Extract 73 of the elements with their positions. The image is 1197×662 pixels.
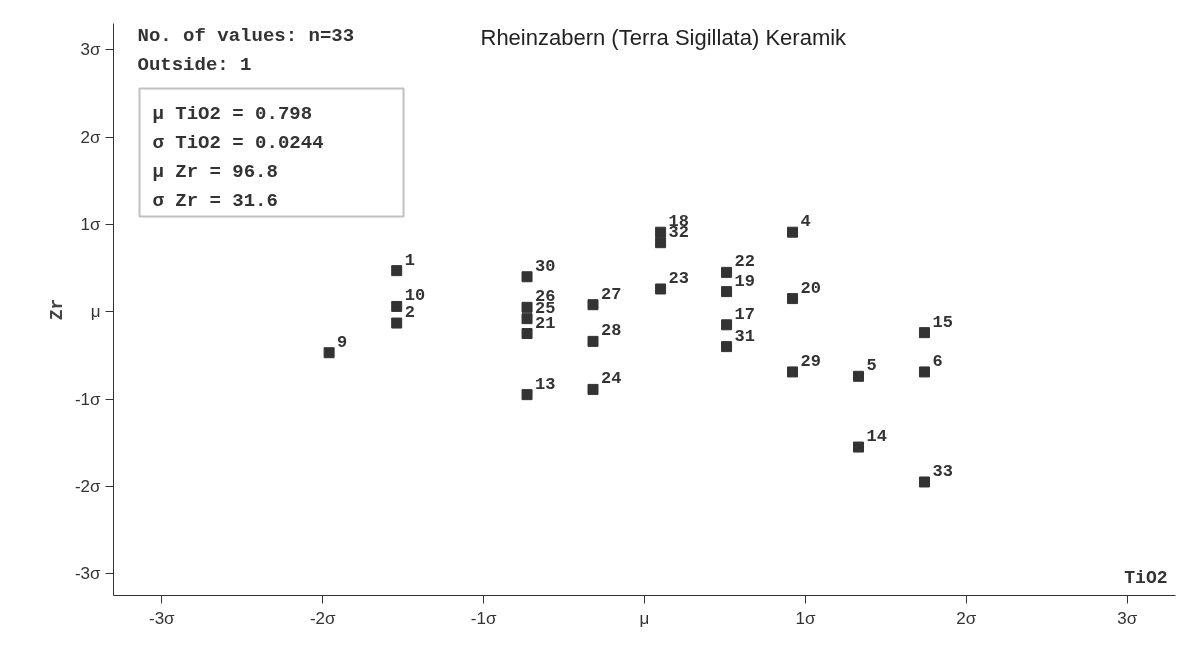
point: [521, 328, 533, 340]
point: [787, 226, 799, 238]
y-tick-label: 2σ: [80, 127, 102, 147]
point: [655, 226, 667, 238]
annotation: No. of values: n=33: [137, 24, 355, 47]
x-tick-label: -3σ: [148, 608, 176, 628]
annotation: 9: [337, 332, 348, 352]
annotation: μ Zr = 96.8: [152, 160, 278, 183]
y-tick-label: -2σ: [74, 476, 102, 496]
point: [721, 319, 733, 331]
point: [918, 366, 930, 378]
annotation: μ TiO2 = 0.798: [152, 102, 313, 125]
annotation: 30: [535, 256, 556, 276]
y-tick-label: 3σ: [80, 40, 102, 60]
annotation: 23: [668, 268, 689, 288]
annotation: 1: [404, 250, 415, 270]
point: [853, 370, 865, 382]
x-tick-label: 1σ: [795, 608, 816, 628]
annotation: 2: [404, 303, 415, 323]
point: [721, 341, 733, 353]
y-tick-label: 1σ: [80, 214, 102, 234]
point: [787, 293, 799, 305]
point: [918, 327, 930, 339]
annotation: 31: [734, 326, 755, 346]
annotation: 22: [734, 252, 755, 272]
annotation: 29: [800, 351, 821, 371]
annotation: 33: [932, 461, 953, 481]
point: [787, 366, 799, 378]
annotation: Outside: 1: [137, 53, 252, 76]
y-tick-label: μ: [90, 302, 101, 322]
point: [521, 389, 533, 401]
y-tick-label: -1σ: [74, 389, 102, 409]
annotation: 28: [601, 321, 622, 341]
annotation: 13: [535, 374, 556, 394]
annotation: 10: [404, 286, 426, 306]
point: [918, 476, 930, 488]
x-tick-label: -1σ: [470, 608, 497, 628]
point: [721, 266, 733, 278]
x-tick-label: 2σ: [956, 608, 977, 628]
point: [587, 299, 599, 311]
point: [521, 313, 533, 325]
annotation: 19: [734, 271, 755, 291]
point: [521, 301, 533, 313]
point: [391, 300, 403, 312]
y-tick-label: -3σ: [74, 564, 102, 584]
annotation: 15: [932, 312, 953, 332]
point: [853, 441, 865, 453]
x-axis-title: TiO2: [1124, 567, 1168, 588]
annotation: 5: [866, 356, 877, 376]
point: [587, 335, 599, 347]
annotation: 24: [601, 369, 622, 389]
chart-title: Rheinzabern (Terra Sigillata) Keramik: [480, 24, 848, 50]
y-axis-title: Zr: [46, 298, 67, 321]
annotation: 14: [866, 427, 887, 447]
point: [391, 317, 403, 329]
point: [323, 347, 335, 359]
point: [587, 383, 599, 395]
point: [521, 271, 533, 283]
annotation: σ TiO2 = 0.0244: [152, 131, 324, 154]
point: [391, 265, 403, 277]
annotation: 17: [734, 304, 755, 324]
x-tick-label: -2σ: [309, 608, 336, 628]
x-tick-label: μ: [639, 608, 650, 628]
annotation: σ Zr = 31.6: [152, 189, 278, 212]
annotation: 21: [535, 313, 556, 333]
annotation: 20: [800, 278, 821, 298]
point: [655, 283, 667, 295]
annotation: 4: [800, 212, 811, 232]
annotation: 6: [932, 351, 943, 371]
annotation: 27: [601, 284, 622, 304]
x-tick-label: 3σ: [1117, 608, 1138, 628]
point: [721, 286, 733, 298]
point: [655, 237, 667, 249]
